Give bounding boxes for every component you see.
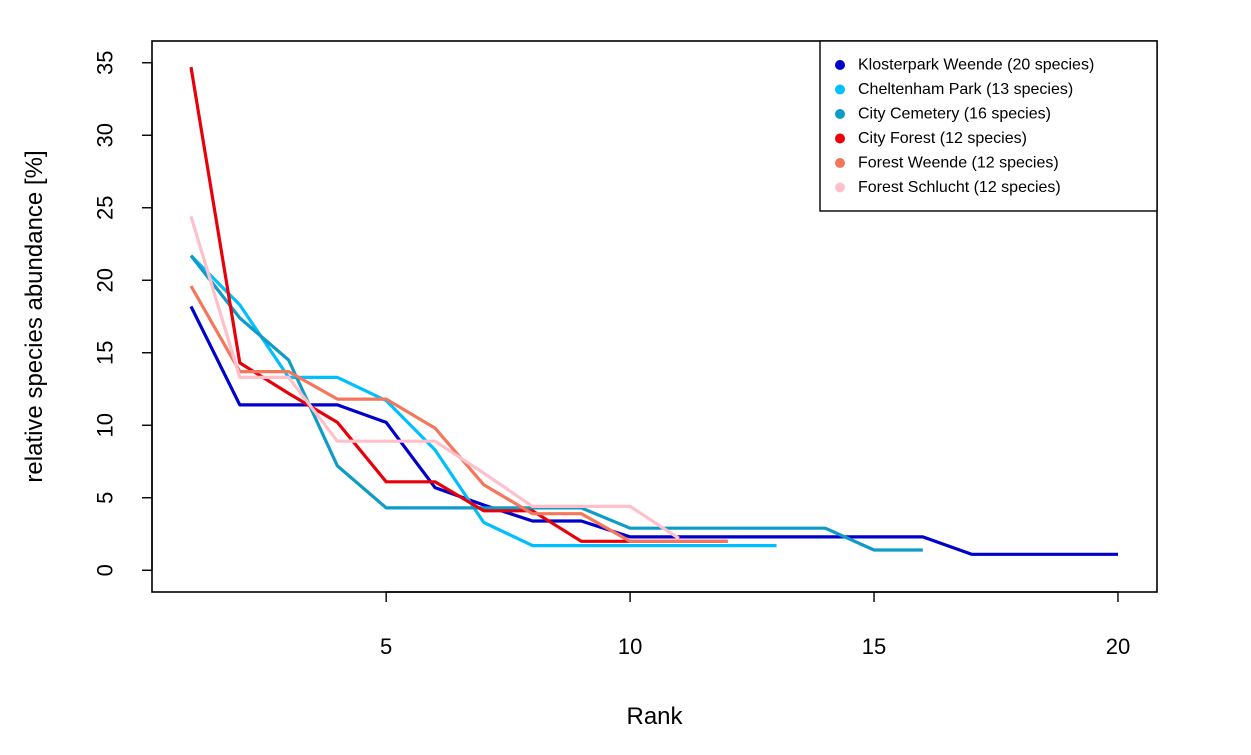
y-tick-label: 0 [93, 564, 118, 576]
series-line-1 [189, 305, 1118, 556]
legend-label-2: Cheltenham Park (13 species) [858, 81, 1073, 98]
y-tick-label: 5 [93, 492, 118, 504]
legend-label-1: Klosterpark Weende (20 species) [858, 57, 1094, 74]
legend-marker-1 [835, 60, 845, 70]
x-tick-label: 10 [618, 634, 642, 659]
y-tick-label: 10 [93, 413, 118, 437]
legend-marker-4 [835, 133, 845, 144]
y-tick-label: 25 [93, 196, 118, 220]
legend-marker-6 [835, 182, 845, 193]
y-tick-label: 15 [93, 341, 118, 365]
y-tick-label: 35 [93, 51, 118, 75]
series-layer [189, 66, 1118, 556]
y-axis: 0 5 10 15 20 25 30 35 [93, 51, 153, 576]
series-line-5 [189, 285, 728, 543]
legend-label-5: Forest Weende (12 species) [858, 155, 1059, 172]
legend-marker-3 [835, 109, 845, 119]
legend-box [819, 40, 1158, 212]
y-tick-label: 30 [93, 123, 118, 147]
series-line-4 [189, 66, 728, 543]
legend-label-6: Forest Schlucht (12 species) [858, 179, 1061, 196]
series-line-6 [189, 215, 680, 540]
y-axis-label: relative species abundance [%] [21, 150, 48, 482]
legend-label-4: City Forest (12 species) [858, 130, 1027, 147]
legend-marker-2 [835, 84, 845, 95]
legend: Klosterpark Weende (20 species) Cheltenha… [819, 40, 1158, 212]
legend-marker-5 [835, 158, 845, 168]
x-tick-label: 15 [862, 634, 886, 659]
x-axis-label: Rank [626, 703, 683, 730]
y-tick-label: 20 [93, 268, 118, 292]
series-line-2 [189, 254, 777, 548]
x-tick-label: 20 [1106, 634, 1130, 659]
x-tick-label: 5 [380, 634, 392, 659]
x-axis: 5 10 15 20 [380, 591, 1130, 659]
legend-label-3: City Cemetery (16 species) [858, 106, 1051, 123]
